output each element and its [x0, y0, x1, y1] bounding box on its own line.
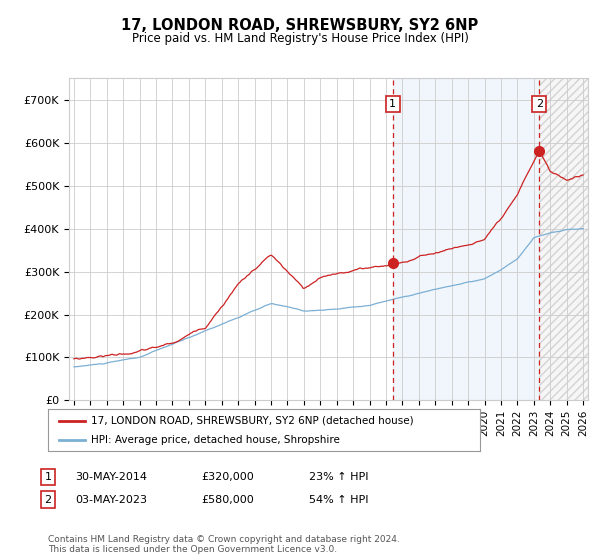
Text: 17, LONDON ROAD, SHREWSBURY, SY2 6NP: 17, LONDON ROAD, SHREWSBURY, SY2 6NP [121, 18, 479, 33]
Bar [539, 78, 599, 400]
Text: 03-MAY-2023: 03-MAY-2023 [75, 494, 147, 505]
Bar [539, 78, 599, 400]
Text: Price paid vs. HM Land Registry's House Price Index (HPI): Price paid vs. HM Land Registry's House … [131, 32, 469, 45]
Text: £580,000: £580,000 [201, 494, 254, 505]
Text: Contains HM Land Registry data © Crown copyright and database right 2024.
This d: Contains HM Land Registry data © Crown c… [48, 535, 400, 554]
Text: 1: 1 [389, 99, 396, 109]
Text: 2: 2 [536, 99, 543, 109]
Text: 23% ↑ HPI: 23% ↑ HPI [309, 472, 368, 482]
Text: HPI: Average price, detached house, Shropshire: HPI: Average price, detached house, Shro… [91, 435, 340, 445]
Bar [393, 78, 539, 400]
Text: 54% ↑ HPI: 54% ↑ HPI [309, 494, 368, 505]
Text: 17, LONDON ROAD, SHREWSBURY, SY2 6NP (detached house): 17, LONDON ROAD, SHREWSBURY, SY2 6NP (de… [91, 416, 414, 426]
Text: 30-MAY-2014: 30-MAY-2014 [75, 472, 147, 482]
Text: 2: 2 [44, 494, 52, 505]
Text: £320,000: £320,000 [201, 472, 254, 482]
Text: 1: 1 [44, 472, 52, 482]
